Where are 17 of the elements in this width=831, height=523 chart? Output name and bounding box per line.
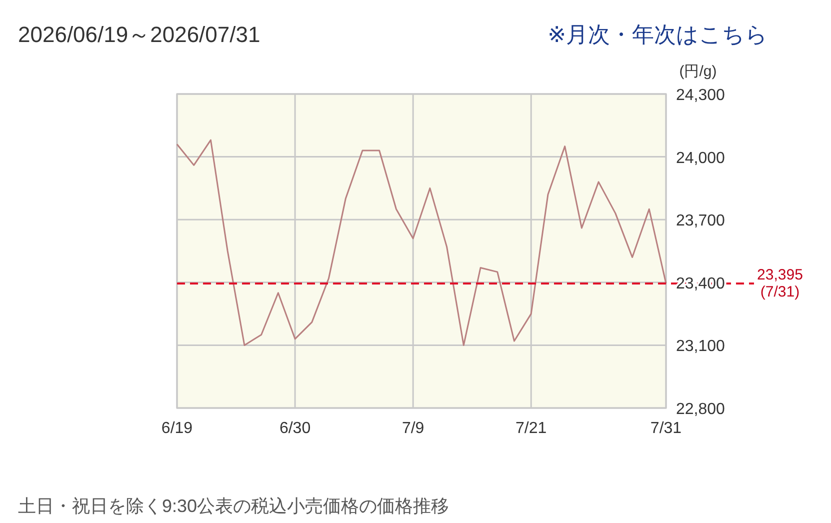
x-tick-label: 6/30	[279, 420, 311, 437]
x-tick-label: 7/21	[516, 420, 547, 437]
ref-line-label: 23,395 (7/31)	[757, 266, 803, 300]
x-tick-label: 7/9	[402, 420, 424, 437]
x-tick-label: 7/31	[650, 420, 682, 437]
y-tick-label: 23,100	[676, 338, 726, 356]
text: 土日・祝日を除く9:30公表の税込小売価格の価格推移	[18, 496, 450, 516]
line-series	[176, 139, 667, 346]
y-tick-label: 24,000	[676, 150, 726, 167]
x-tick-label: 6/19	[161, 420, 193, 437]
text: ※月次・年次はこちら	[548, 22, 768, 47]
y-tick-label: 22,800	[676, 401, 726, 418]
y-axis-title: (円/g)	[679, 63, 717, 80]
chart-title: 2026/06/19～2026/07/31	[18, 22, 260, 47]
y-tick-label: 24,300	[676, 87, 726, 104]
y-tick-label: 23,400	[676, 275, 726, 292]
y-tick-label: 23,700	[676, 212, 726, 230]
